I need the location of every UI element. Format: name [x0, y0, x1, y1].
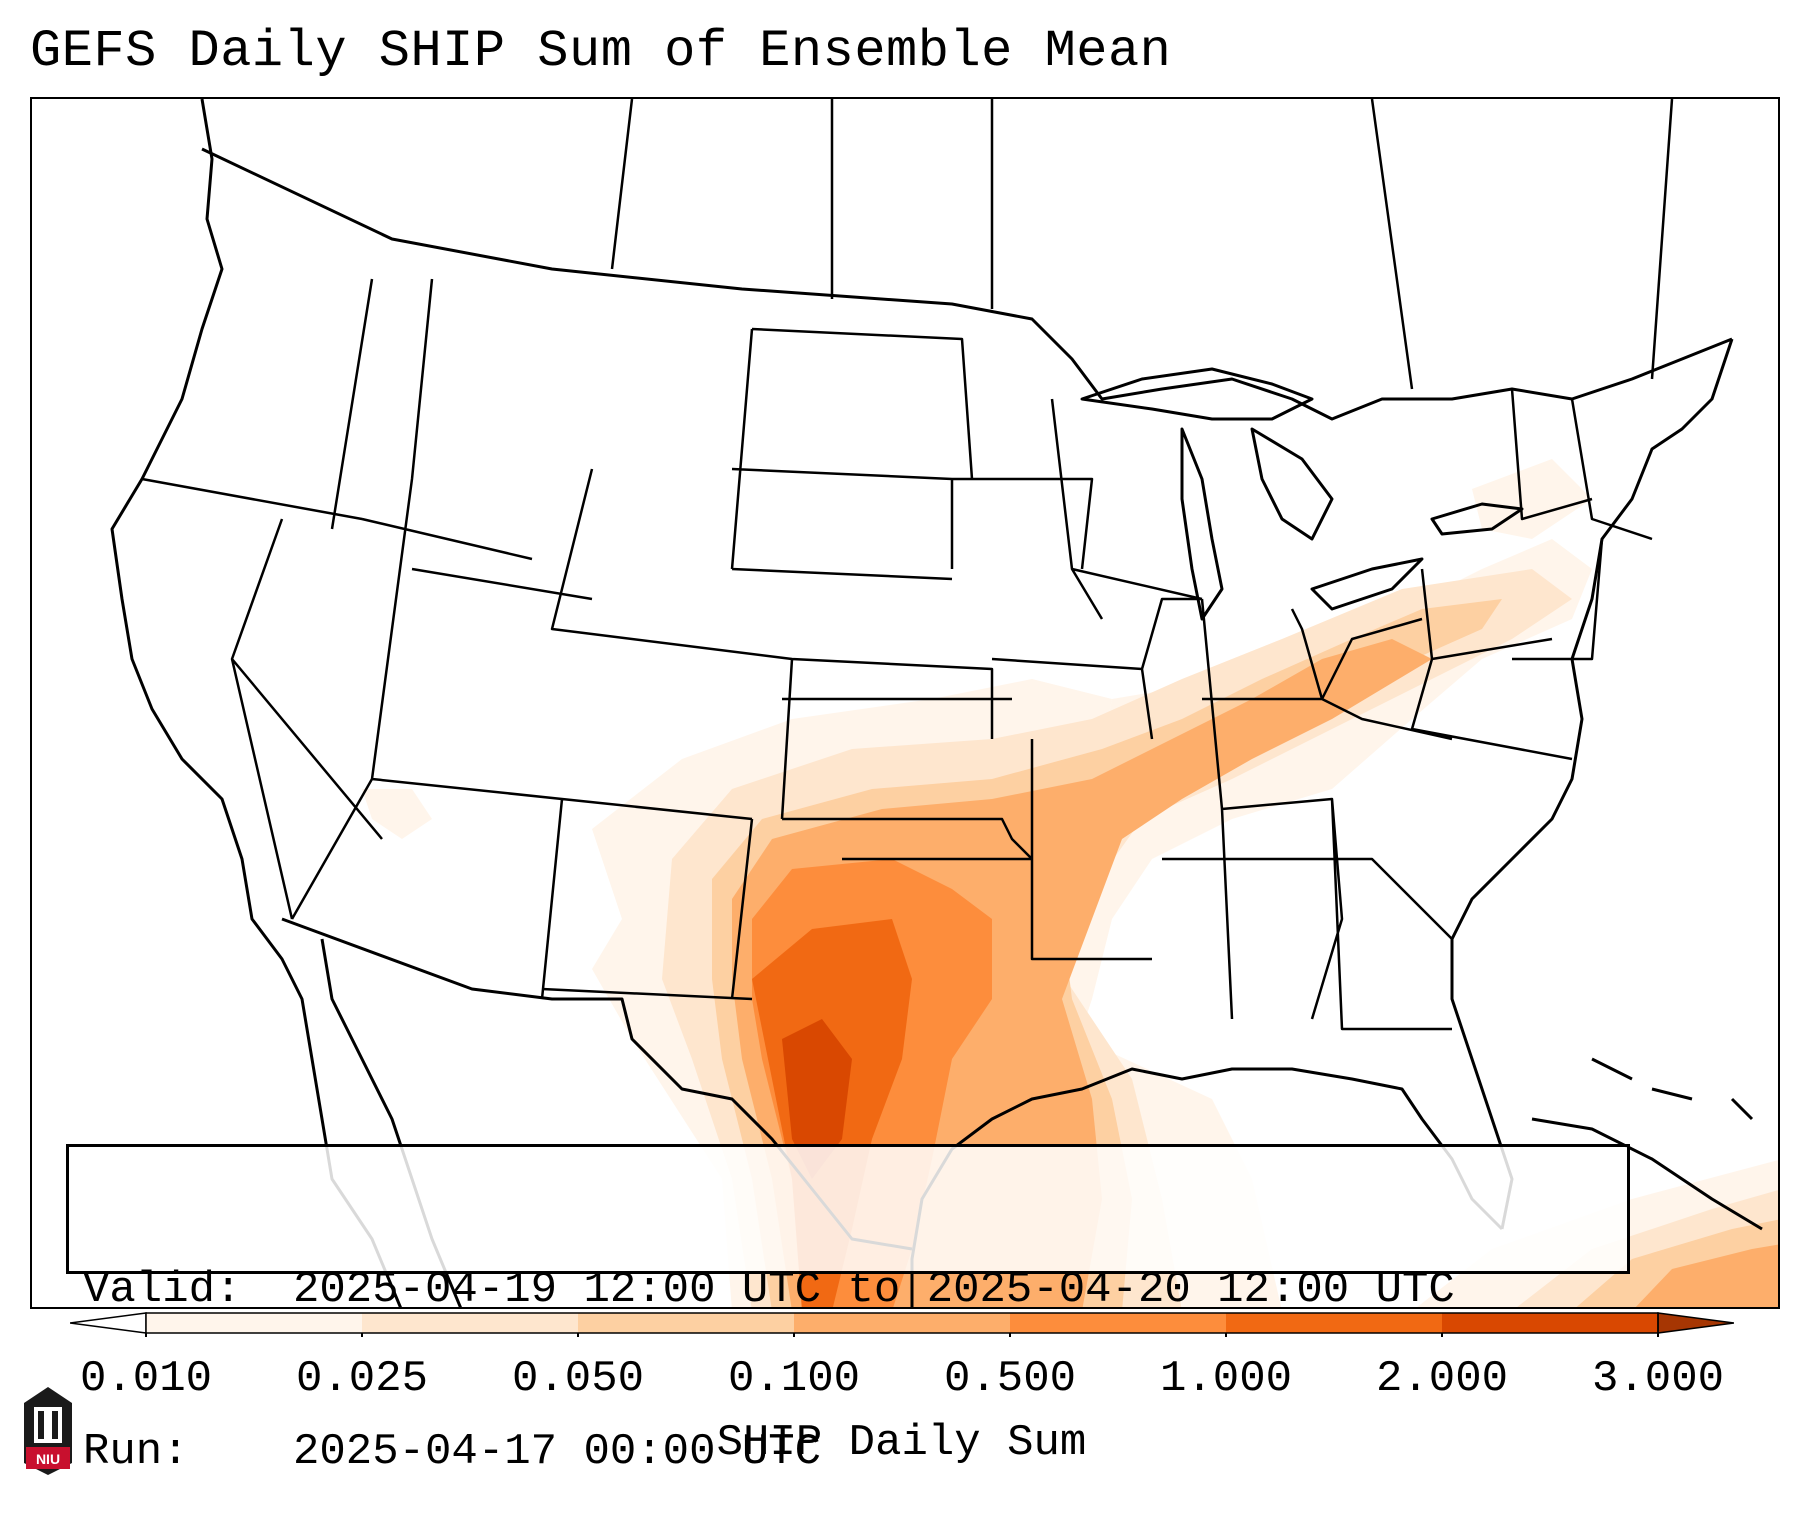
colorbar-segment-3	[578, 1313, 794, 1333]
lake-superior	[1080, 367, 1314, 421]
valid-run-info-box: Valid: 2025-04-19 12:00 UTC to 2025-04-20…	[66, 1144, 1630, 1477]
coastline-east	[1450, 338, 1734, 1230]
coastline-bahamas	[1591, 1057, 1754, 1121]
niu-logo: NIU	[24, 1387, 72, 1475]
colorbar-label: SHIP Daily Sum	[716, 1418, 1087, 1468]
lake-huron	[1250, 427, 1334, 541]
run-row: Run: 2025-04-17 00:00 UTC	[83, 1425, 1613, 1479]
province-lines	[610, 99, 1674, 390]
colorbar-segment-7	[1442, 1313, 1658, 1333]
lake-michigan	[1180, 427, 1224, 621]
logo-text: NIU	[36, 1451, 60, 1467]
colorbar-segment-1	[146, 1313, 362, 1333]
field-level-2000	[782, 1019, 852, 1179]
colorbar-segment-6	[1226, 1313, 1442, 1333]
colorbar-segment-5	[1010, 1313, 1226, 1333]
map-canvas	[110, 99, 1778, 1307]
map-title: GEFS Daily SHIP Sum of Ensemble Mean	[30, 22, 1172, 81]
valid-label: Valid:	[83, 1265, 242, 1315]
lake-ontario	[1430, 502, 1524, 536]
valid-value: 2025-04-19 12:00 UTC to 2025-04-20 12:00…	[293, 1265, 1455, 1315]
field-level-0010-nw	[362, 789, 432, 839]
field-level-0100-caribbean	[1635, 1244, 1778, 1307]
run-label: Run:	[83, 1427, 189, 1477]
colorbar-segment-2	[362, 1313, 578, 1333]
coastline-cuba	[1531, 1117, 1763, 1231]
state-lines	[141, 278, 1653, 1031]
colorbar-arrow-left	[70, 1312, 147, 1334]
lake-erie	[1310, 557, 1424, 611]
coastline-west	[110, 99, 402, 1307]
map-panel	[30, 97, 1780, 1309]
field-level-0010-ne	[1472, 459, 1592, 539]
colorbar	[70, 1312, 1734, 1337]
colorbar-arrow-right	[1657, 1312, 1734, 1334]
colorbar-segment-4	[794, 1313, 1010, 1333]
valid-row: Valid: 2025-04-19 12:00 UTC to 2025-04-20…	[83, 1263, 1613, 1317]
colorbar-outline	[145, 1312, 1659, 1334]
run-value: 2025-04-17 00:00 UTC	[293, 1427, 822, 1477]
colorbar-ticks	[145, 1333, 1659, 1337]
